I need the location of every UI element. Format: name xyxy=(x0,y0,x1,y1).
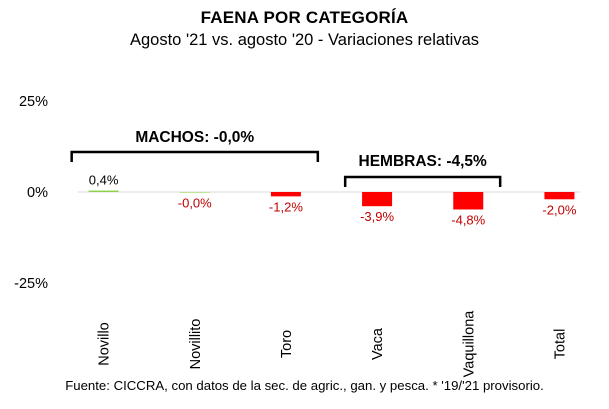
group-label: HEMBRAS: -4,5% xyxy=(359,153,488,170)
data-label-toro: -1,2% xyxy=(269,199,303,214)
source-footnote: Fuente: CICCRA, con datos de la sec. de … xyxy=(65,378,544,393)
data-label-novillo: 0,4% xyxy=(89,173,119,188)
bars xyxy=(88,190,575,210)
group-label: MACHOS: -0,0% xyxy=(135,129,254,146)
y-tick-label: -25% xyxy=(14,276,48,292)
x-tick-label: Vaquillona xyxy=(461,310,477,378)
x-tick-label: Novillito xyxy=(188,319,204,370)
bar-total xyxy=(544,192,575,200)
bar-vaquillona xyxy=(453,192,484,210)
data-labels: 0,4% -0,0% -1,2% -3,9% -4,8% -2,0% xyxy=(89,173,577,228)
x-tick-label: Total xyxy=(552,329,568,360)
bar-vaca xyxy=(362,192,393,207)
bar-toro xyxy=(270,192,301,197)
group-bracket xyxy=(343,175,502,187)
data-label-novillito: -0,0% xyxy=(178,196,212,211)
x-tick-label: Vaca xyxy=(370,327,386,360)
bar-novillito xyxy=(179,192,210,193)
x-tick-label: Toro xyxy=(279,330,295,358)
chart-title: FAENA POR CATEGORÍA xyxy=(200,8,409,27)
group-brackets: MACHOS: -0,0% HEMBRAS: -4,5% xyxy=(70,129,502,187)
data-label-vaquillona: -4,8% xyxy=(451,212,485,227)
bar-novillo xyxy=(88,190,119,192)
group-bracket xyxy=(70,150,320,162)
x-tick-label: Novillo xyxy=(97,322,113,366)
data-label-total: -2,0% xyxy=(542,202,576,217)
data-label-vaca: -3,9% xyxy=(360,209,394,224)
y-tick-label: 0% xyxy=(27,185,48,201)
y-axis-ticks: 25% 0% -25% xyxy=(14,94,48,292)
x-axis-labels: Novillo Novillito Toro Vaca Vaquillona Total xyxy=(97,310,569,378)
chart-subtitle: Agosto '21 vs. agosto '20 - Variaciones … xyxy=(129,31,479,49)
y-tick-label: 25% xyxy=(19,94,48,110)
